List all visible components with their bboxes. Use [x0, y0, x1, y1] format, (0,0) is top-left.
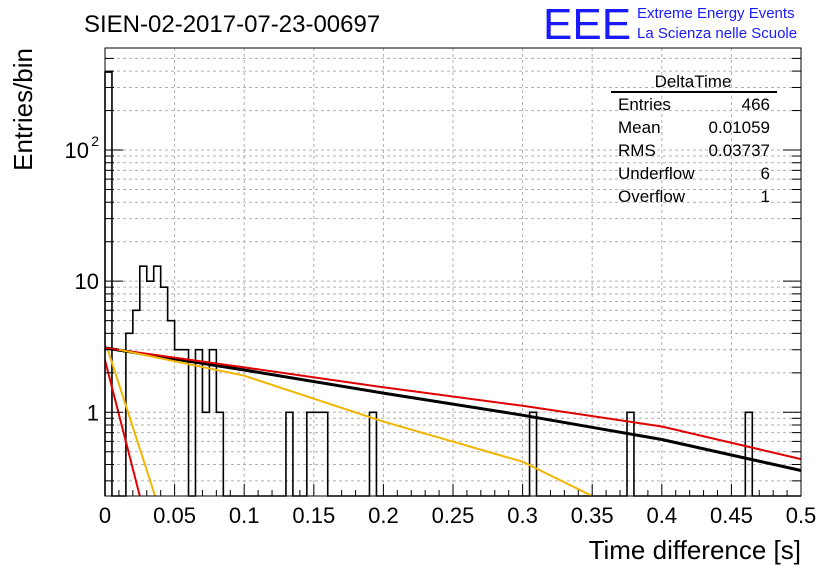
- x-tick-label: 0.25: [432, 503, 475, 528]
- stats-row-label: Underflow: [618, 164, 695, 183]
- y-tick-label-exponent: 2: [91, 133, 99, 149]
- x-tick-label: 0.15: [292, 503, 335, 528]
- histogram-bin: [195, 350, 202, 496]
- logo-line2: La Scienza nelle Scuole: [637, 25, 797, 42]
- stats-row-value: 6: [761, 164, 770, 183]
- stats-row-label: Overflow: [618, 187, 686, 206]
- x-axis-label: Time difference [s]: [589, 535, 801, 565]
- stats-rows: Entries 466 Mean 0.01059 RMS 0.03737 Underflow…: [618, 95, 770, 206]
- fit-curves: [104, 346, 802, 497]
- stats-row-value: 1: [761, 187, 770, 206]
- histogram-bin: [182, 350, 189, 496]
- stats-row-value: 0.01059: [709, 118, 770, 137]
- histogram-bin: [154, 266, 161, 496]
- x-tick-label: 0.2: [368, 503, 399, 528]
- chart-title: SIEN-02-2017-07-23-00697: [84, 11, 380, 38]
- x-tick-label: 0.4: [647, 503, 678, 528]
- x-tick-label: 0.5: [786, 503, 817, 528]
- stats-box: DeltaTime Entries 466 Mean 0.01059 RMS 0.0373…: [611, 72, 777, 206]
- x-tick-label: 0.45: [710, 503, 753, 528]
- stats-row-value: 0.03737: [709, 141, 770, 160]
- stats-title: DeltaTime: [655, 72, 732, 91]
- y-tick-label: 1: [87, 400, 99, 425]
- stats-row-label: Entries: [618, 95, 671, 114]
- histogram-bin: [168, 321, 175, 496]
- x-tick-label: 0.3: [507, 503, 538, 528]
- stats-row-label: RMS: [618, 141, 656, 160]
- fit-curve: [104, 346, 802, 461]
- x-axis-ticks: 0 0.05 0.1 0.15 0.2 0.25 0.3 0.35 0.4 0.45 0.5: [99, 484, 816, 528]
- grid: [105, 48, 801, 496]
- y-tick-label: 10: [75, 269, 99, 294]
- x-tick-label: 0.1: [229, 503, 260, 528]
- histogram-bin: [175, 350, 182, 496]
- fit-curve: [104, 346, 802, 472]
- fit-curve: [106, 349, 157, 497]
- x-tick-label: 0: [99, 503, 111, 528]
- y-tick-label: 10: [65, 138, 89, 163]
- eee-logo-mark: EEE: [543, 0, 631, 49]
- fit-curve: [118, 348, 593, 497]
- stats-row-label: Mean: [618, 118, 661, 137]
- x-tick-label: 0.05: [153, 503, 196, 528]
- histogram-bin: [209, 350, 216, 496]
- y-axis-label: Entries/bin: [8, 48, 38, 171]
- histogram-bin: [147, 281, 154, 496]
- stats-row-value: 466: [742, 95, 770, 114]
- logo-line1: Extreme Energy Events: [637, 5, 795, 22]
- histogram-bin: [133, 310, 140, 496]
- eee-logo: EEE Extreme Energy Events La Scienza nel…: [543, 0, 797, 49]
- fit-curve: [104, 359, 141, 497]
- x-tick-label: 0.35: [571, 503, 614, 528]
